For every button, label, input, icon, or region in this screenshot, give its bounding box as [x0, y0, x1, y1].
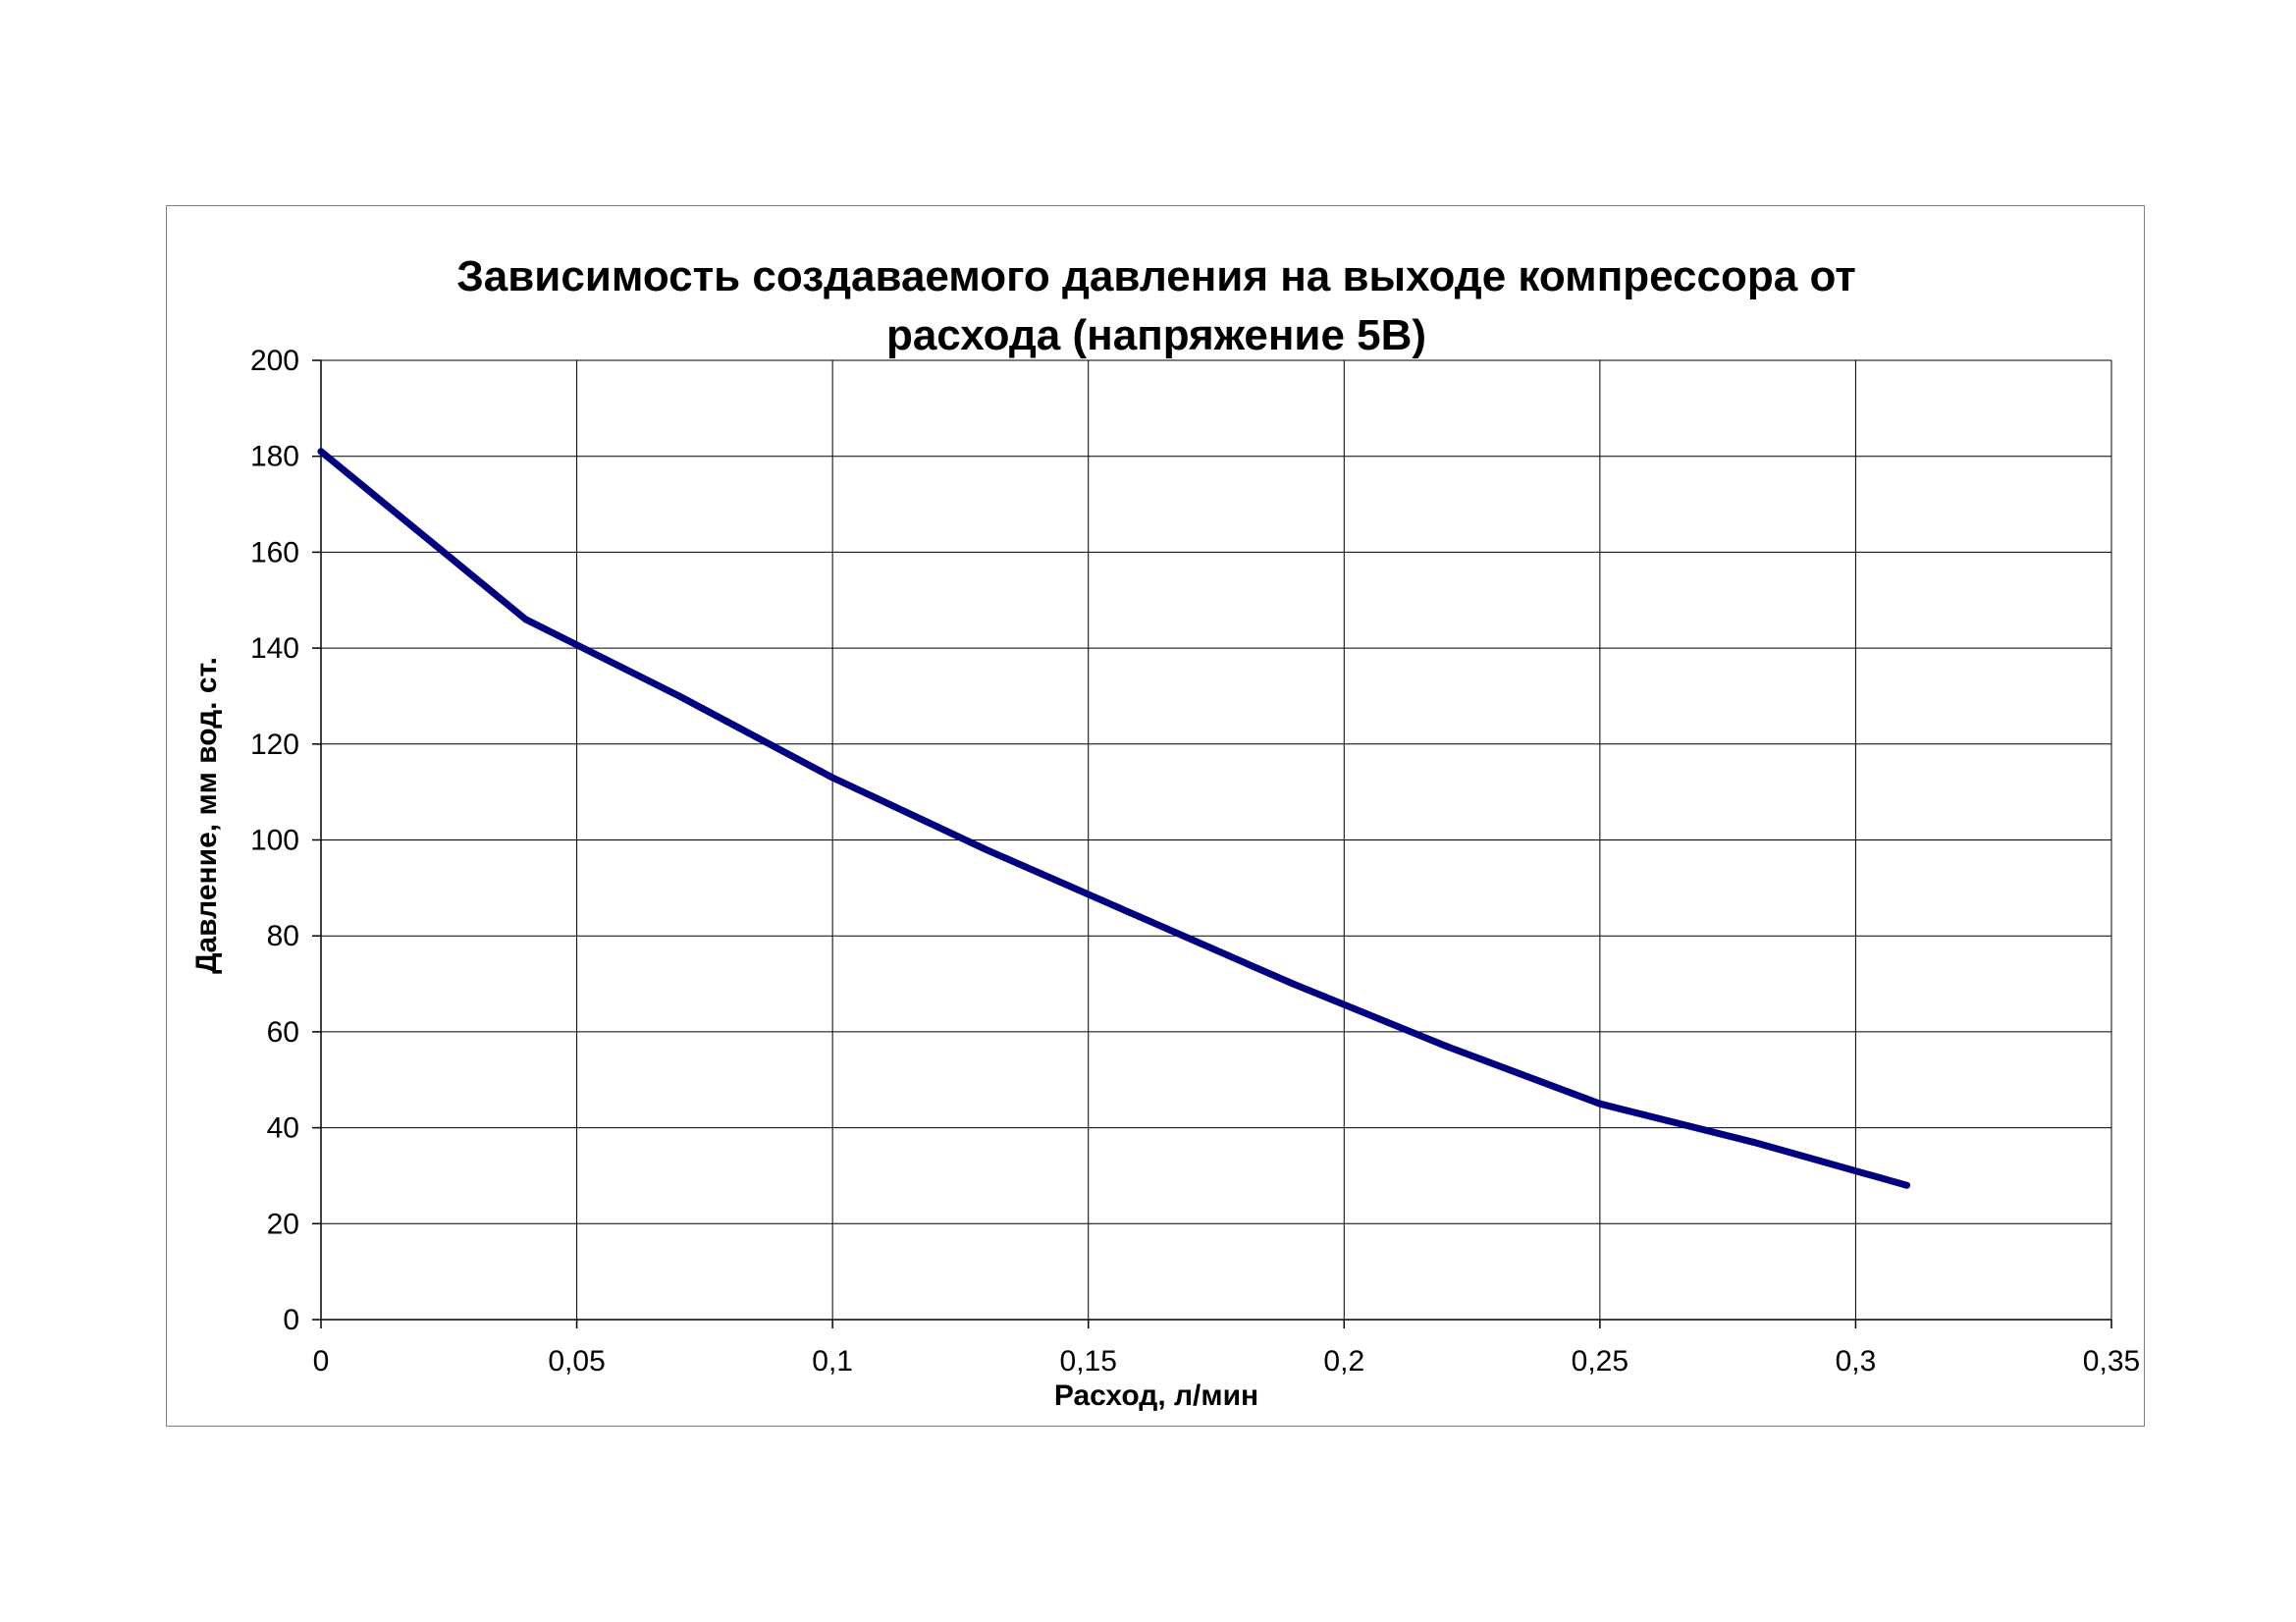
y-tick-label: 0: [283, 1304, 299, 1336]
data-point: [675, 692, 683, 700]
chart-title-line-1: Зависимость создаваемого давления на вых…: [456, 252, 1856, 300]
grid-lines: [321, 359, 2112, 1320]
data-series: [317, 448, 1911, 1189]
data-point: [1136, 913, 1144, 921]
data-point: [1289, 980, 1297, 988]
data-point: [1903, 1181, 1911, 1189]
x-tick-labels: 0 0,05 0,1 0,15 0,2 0,25 0,3 0,35: [313, 1345, 2141, 1378]
data-point: [1596, 1100, 1604, 1108]
line-chart: Зависимость создаваемого давления на вых…: [190, 252, 2141, 1412]
y-tick-label: 60: [267, 1016, 299, 1049]
x-tick-label: 0: [313, 1345, 330, 1378]
y-tick-label: 160: [250, 536, 299, 568]
data-point: [521, 616, 529, 623]
chart-title: Зависимость создаваемого давления на вых…: [456, 252, 1856, 359]
x-axis-title: Расход, л/мин: [1054, 1379, 1258, 1412]
series-line-1: [317, 448, 1910, 1189]
y-tick-label: 80: [267, 920, 299, 952]
data-point: [982, 845, 989, 853]
data-point: [317, 448, 325, 456]
y-tick-label: 200: [250, 345, 299, 377]
y-tick-label: 120: [250, 729, 299, 761]
data-point: [828, 774, 836, 782]
data-point: [1749, 1138, 1757, 1146]
x-tick-label: 0,3: [1836, 1345, 1877, 1378]
chart-frame: Зависимость создаваемого давления на вых…: [166, 205, 2145, 1427]
y-tick-label: 40: [267, 1112, 299, 1145]
y-tick-label: 20: [267, 1208, 299, 1240]
x-tick-label: 0,25: [1572, 1345, 1629, 1378]
axes: [312, 359, 2112, 1328]
y-tick-label: 140: [250, 632, 299, 665]
x-tick-label: 0,1: [812, 1345, 853, 1378]
chart-title-line-2: расхода (напряжение 5В): [886, 311, 1426, 359]
y-tick-label: 100: [250, 825, 299, 857]
y-axis-title: Давление, мм вод. ст.: [190, 657, 223, 974]
x-tick-label: 0,35: [2083, 1345, 2140, 1378]
data-point: [1443, 1043, 1451, 1051]
x-tick-label: 0,15: [1060, 1345, 1117, 1378]
x-tick-label: 0,05: [548, 1345, 605, 1378]
y-tick-labels: 0 20 40 60 80 100 120 140 160 180 200: [250, 345, 299, 1336]
x-tick-label: 0,2: [1323, 1345, 1364, 1378]
y-tick-label: 180: [250, 441, 299, 473]
